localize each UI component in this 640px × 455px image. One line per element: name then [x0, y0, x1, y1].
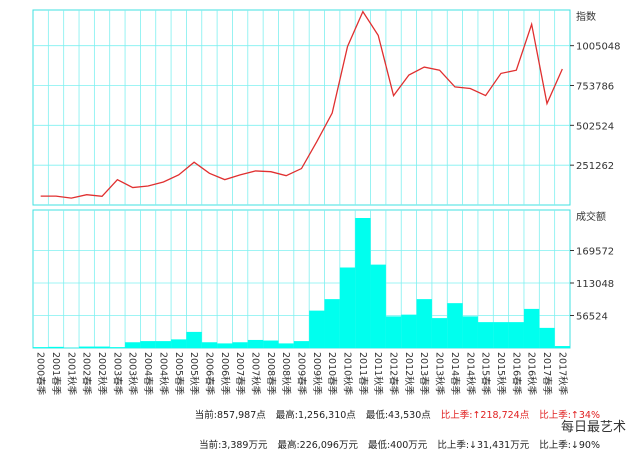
footer-item: 当前:857,987点 [194, 410, 266, 421]
footer-item: 最高:226,096万元 [277, 440, 358, 451]
x-tick-label: 2002春季 [81, 352, 93, 396]
bar [33, 347, 49, 348]
bar [186, 331, 202, 348]
bar [355, 217, 371, 348]
x-tick-label: 2007春季 [234, 352, 246, 396]
y-tick-label: 502524 [576, 121, 614, 132]
x-tick-label: 2005秋季 [188, 352, 200, 396]
bar [324, 299, 340, 348]
bar [247, 339, 264, 348]
x-tick-label: 2012秋季 [403, 352, 415, 396]
x-tick-label: 2004春季 [142, 352, 154, 396]
bar [385, 316, 402, 348]
bar [493, 322, 509, 348]
panel [32, 9, 571, 206]
axis-title: 指数 [576, 10, 596, 23]
x-tick-label: 2011秋季 [372, 352, 384, 396]
x-tick-label: 2016秋季 [526, 352, 538, 396]
index-line [40, 10, 563, 199]
bar [140, 341, 156, 348]
x-tick-label: 2003春季 [111, 352, 123, 396]
axis-title: 成交额 [576, 210, 606, 223]
bar [447, 303, 463, 348]
x-tick-label: 2014秋季 [464, 352, 476, 396]
y-tick-label: 56524 [576, 311, 608, 322]
bar [79, 346, 95, 348]
bar [293, 341, 310, 348]
footer-row: 当前:3,389万元 最高:226,096万元 最低:400万元 比上季:↓31,43… [0, 437, 600, 451]
bar [339, 267, 356, 348]
y-tick-label: 169572 [576, 246, 614, 257]
x-tick-label: 2004秋季 [157, 352, 169, 396]
bar [416, 299, 432, 348]
bar [462, 316, 478, 348]
y-tick-label: 1005048 [576, 42, 621, 53]
bar [309, 310, 325, 348]
x-tick-label: 2001春季 [50, 352, 62, 396]
chart: 指数 251262 502524 753786 1005048 成交额 56524 11304… [32, 9, 621, 396]
x-tick-label: 2016春季 [510, 352, 522, 396]
bar [109, 347, 126, 348]
bar [217, 343, 233, 348]
footer-item: 比上季:↓31,431万元 [437, 440, 530, 451]
x-tick-label: 2008春季 [265, 352, 277, 396]
x-tick-label: 2015春季 [480, 352, 492, 396]
bar [125, 342, 141, 348]
footer-item: 比上季:↑218,724点 [440, 410, 530, 421]
x-tick-label: 2012春季 [388, 352, 400, 396]
x-tick-label: 2010秋季 [342, 352, 354, 396]
y-tick-label: 113048 [576, 279, 614, 290]
bar [401, 314, 417, 348]
bar [263, 340, 279, 348]
bar [155, 341, 172, 348]
bar [508, 322, 524, 348]
x-tick-label: 2006秋季 [219, 352, 231, 396]
bar [539, 327, 555, 348]
bar [370, 264, 386, 348]
x-tick-label: 2006春季 [203, 352, 215, 396]
x-tick-label: 2013春季 [418, 352, 430, 396]
x-tick-label: 2010春季 [326, 352, 338, 396]
x-tick-label: 2011春季 [357, 352, 369, 396]
y-tick-label: 251262 [576, 161, 614, 172]
x-tick-label: 2009秋季 [311, 352, 323, 396]
x-tick-label: 2007秋季 [249, 352, 261, 396]
footer-item: 最低:43,530点 [365, 410, 431, 421]
bar [554, 346, 570, 348]
bar [232, 342, 248, 348]
x-tick-label: 2013秋季 [434, 352, 446, 396]
x-tick-label: 2017秋季 [556, 352, 568, 396]
bar [477, 322, 494, 348]
footer-row: 当前:857,987点 最高:1,256,310点 最低:43,530点 比上季:↑2… [0, 407, 600, 421]
bar [201, 342, 218, 348]
footer-item: 最高:1,256,310点 [275, 410, 356, 421]
x-tick-label: 2017春季 [541, 352, 553, 396]
x-tick-label: 2003秋季 [127, 352, 139, 396]
bar [48, 346, 64, 348]
footer-item: 比上季:↑34% [539, 410, 600, 421]
bar [523, 308, 540, 348]
bar [278, 343, 294, 348]
bar [171, 339, 187, 348]
watermark: 每日最艺术 [560, 420, 626, 435]
bar [94, 346, 110, 348]
x-tick-label: 2014春季 [449, 352, 461, 396]
x-tick-label: 2002秋季 [96, 352, 108, 396]
x-tick-label: 2008秋季 [280, 352, 292, 396]
x-tick-label: 2009春季 [296, 352, 308, 396]
x-tick-label: 2001秋季 [65, 352, 77, 396]
footer-item: 比上季:↓90% [539, 440, 600, 451]
bar [431, 318, 448, 348]
x-tick-label: 2015秋季 [495, 352, 507, 396]
x-tick-label: 2005春季 [173, 352, 185, 396]
footer-item: 最低:400万元 [367, 440, 428, 451]
y-tick-label: 753786 [576, 81, 614, 92]
x-tick-label: 2000春季 [35, 352, 47, 396]
footer-item: 当前:3,389万元 [199, 440, 268, 451]
